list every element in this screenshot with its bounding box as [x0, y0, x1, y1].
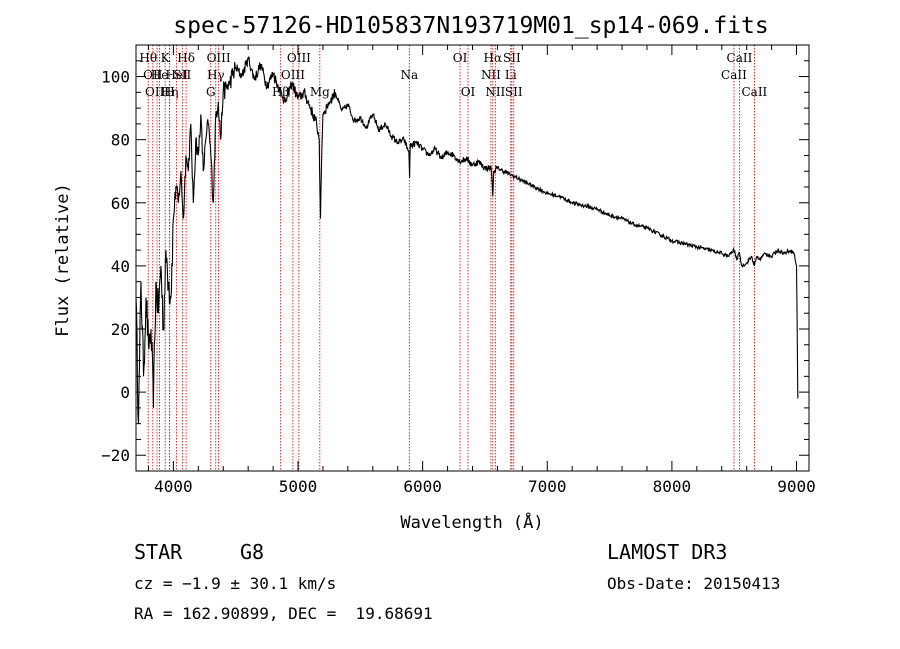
- line-label-24: SII: [503, 51, 521, 65]
- axis-ticks: 4000 5000 6000 7000 8000 9000 −20 0 20 40 60 80 100: [101, 44, 816, 496]
- y-tick-label: 0: [120, 383, 130, 402]
- line-label-19: OI: [461, 85, 476, 99]
- line-label-27: CaII: [727, 51, 753, 65]
- line-label-8: SII: [174, 68, 192, 82]
- object-class: STAR: [134, 540, 183, 564]
- x-tick-label: 7000: [528, 477, 567, 496]
- survey-name: LAMOST DR3: [607, 540, 728, 564]
- emission-line-markers: HθOIIOIIIHeKHηHHeISIIHδGHγOIIIHβOIIIOIII…: [139, 45, 768, 471]
- x-tick-label: 6000: [403, 477, 442, 496]
- x-tick-label: 9000: [777, 477, 816, 496]
- chart-title: spec-57126-HD105837N193719M01_sp14-069.f…: [173, 13, 768, 39]
- line-label-15: OIII: [287, 51, 311, 65]
- line-label-14: OIII: [281, 68, 305, 82]
- line-label-0: Hθ: [139, 51, 157, 65]
- y-tick-label: 80: [111, 131, 130, 150]
- line-label-6: H: [164, 85, 174, 99]
- object-subclass: G8: [240, 540, 265, 564]
- line-label-20: NII: [481, 68, 501, 82]
- y-tick-label: −20: [101, 446, 130, 465]
- line-label-9: Hδ: [177, 51, 195, 65]
- line-label-1: OII: [143, 68, 163, 82]
- line-label-10: G: [206, 85, 216, 99]
- line-label-25: SII: [505, 85, 523, 99]
- line-label-23: Li: [505, 68, 517, 82]
- y-axis-label: Flux (relative): [53, 183, 73, 337]
- line-label-28: CaII: [741, 85, 767, 99]
- y-tick-label: 100: [101, 68, 130, 87]
- line-label-11: Hγ: [207, 68, 225, 82]
- redshift-cz: cz = −1.9 ± 30.1 km/s: [134, 574, 337, 593]
- line-label-12: OIII: [207, 51, 231, 65]
- line-label-26: CaII: [721, 68, 747, 82]
- line-label-2: OIII: [145, 85, 169, 99]
- line-label-5: Hη: [161, 85, 179, 99]
- line-label-16: Mg: [310, 85, 330, 99]
- x-tick-label: 4000: [154, 477, 193, 496]
- line-label-18: OI: [453, 51, 468, 65]
- line-label-21: Hα: [484, 51, 503, 65]
- y-tick-label: 40: [111, 257, 130, 276]
- y-tick-label: 60: [111, 194, 130, 213]
- x-tick-label: 5000: [279, 477, 318, 496]
- obs-date: Obs-Date: 20150413: [607, 574, 781, 593]
- line-label-17: Na: [400, 68, 418, 82]
- plot-frame: [135, 44, 810, 472]
- line-label-3: He: [151, 68, 169, 82]
- ra-dec: RA = 162.90899, DEC = 19.68691: [134, 604, 433, 623]
- x-axis-label: Wavelength (Å): [400, 511, 543, 533]
- line-label-4: K: [161, 51, 171, 65]
- x-tick-label: 8000: [653, 477, 692, 496]
- line-label-22: NII: [485, 85, 505, 99]
- spectrum-line: [135, 55, 799, 424]
- y-tick-label: 20: [111, 320, 130, 339]
